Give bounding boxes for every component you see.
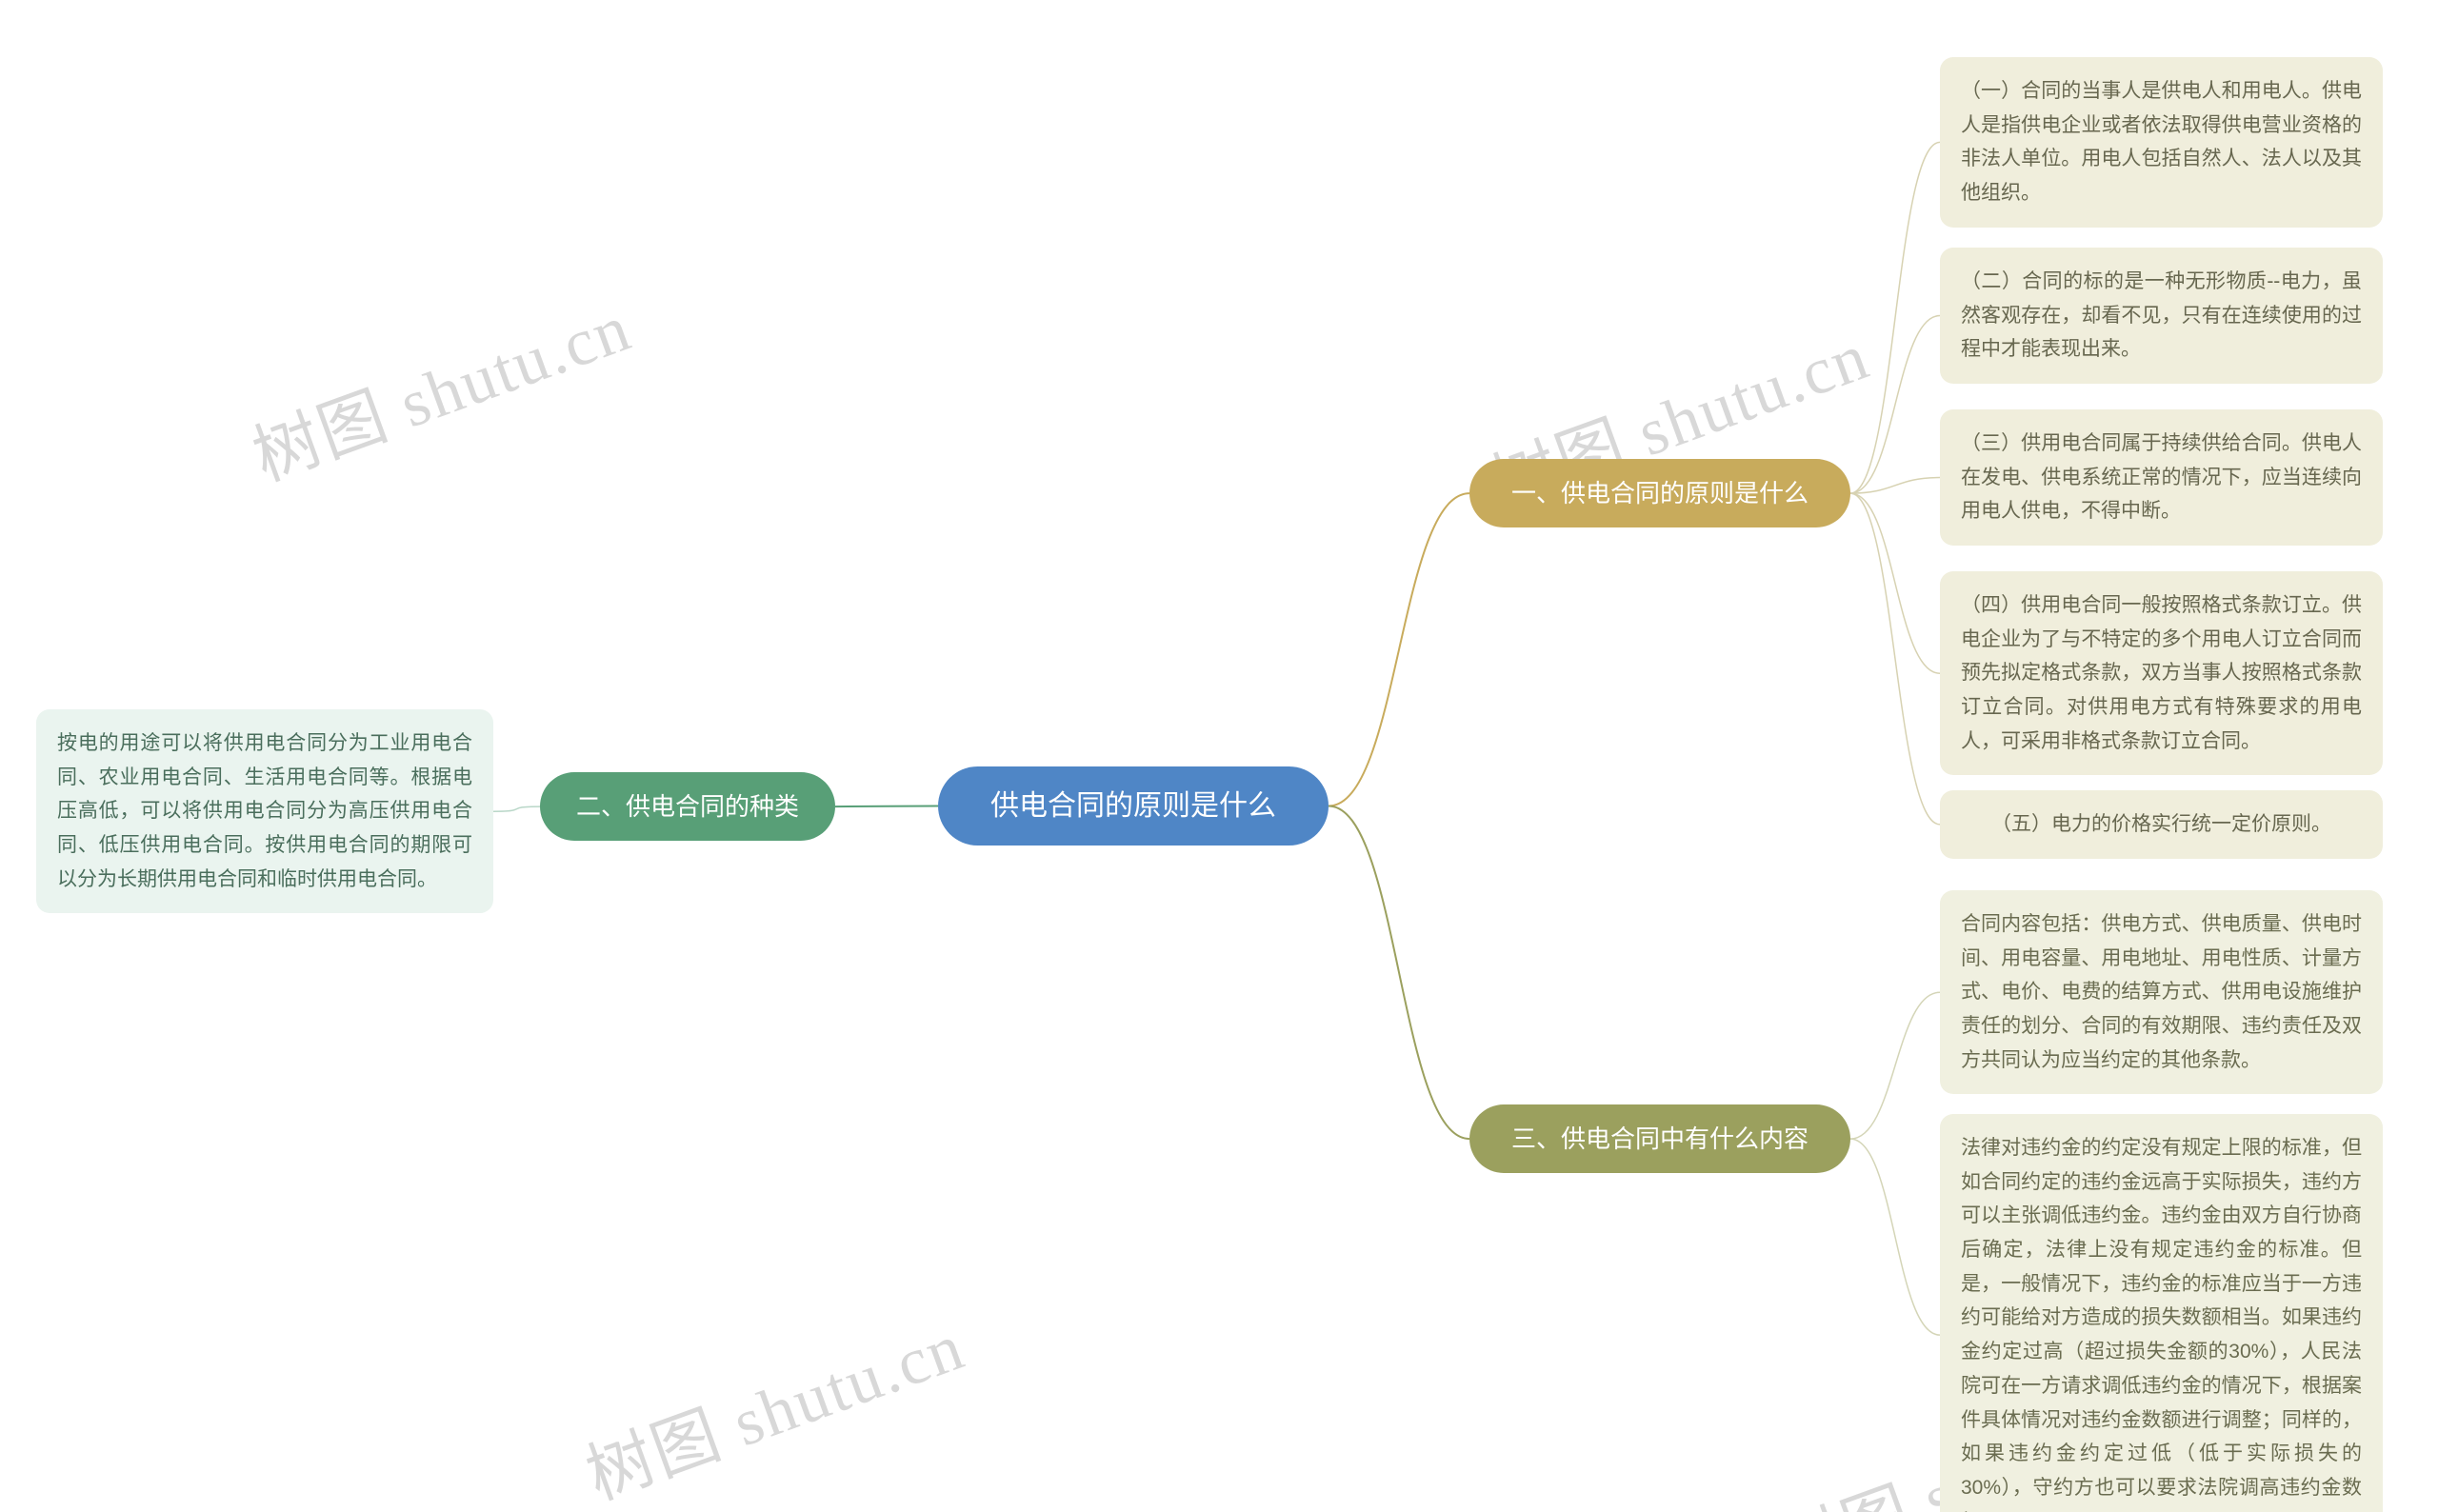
leaf-node-3a[interactable]: 合同内容包括：供电方式、供电质量、供电时间、用电容量、用电地址、用电性质、计量方… — [1940, 890, 2383, 1094]
mindmap-canvas: 树图 shutu.cn 树图 shutu.cn 树图 shutu.cn 树图 s… — [0, 0, 2438, 1512]
leaf-node-1d[interactable]: （四）供用电合同一般按照格式条款订立。供电企业为了与不特定的多个用电人订立合同而… — [1940, 571, 2383, 775]
leaf-node-3b-text: 法律对违约金的约定没有规定上限的标准，但如合同约定的违约金远高于实际损失，违约方… — [1961, 1131, 2362, 1512]
edge — [1850, 493, 1940, 673]
leaf-node-1e[interactable]: （五）电力的价格实行统一定价原则。 — [1940, 790, 2383, 859]
leaf-node-1e-text: （五）电力的价格实行统一定价原则。 — [1991, 807, 2331, 842]
edge — [1850, 1139, 1940, 1335]
edge — [1850, 493, 1940, 825]
watermark: 树图 shutu.cn — [571, 1293, 975, 1512]
edge — [1329, 806, 1469, 1140]
leaf-node-2-text: 按电的用途可以将供用电合同分为工业用电合同、农业用电合同、生活用电合同等。根据电… — [57, 726, 472, 896]
branch-node-2-label: 二、供电合同的种类 — [576, 786, 799, 827]
leaf-node-3a-text: 合同内容包括：供电方式、供电质量、供电时间、用电容量、用电地址、用电性质、计量方… — [1961, 907, 2362, 1077]
leaf-node-1a[interactable]: （一）合同的当事人是供电人和用电人。供电人是指供电企业或者依法取得供电营业资格的… — [1940, 57, 2383, 228]
leaf-node-1b-text: （二）合同的标的是一种无形物质--电力，虽然客观存在，却看不见，只有在连续使用的… — [1961, 265, 2362, 367]
leaf-node-1d-text: （四）供用电合同一般按照格式条款订立。供电企业为了与不特定的多个用电人订立合同而… — [1961, 588, 2362, 758]
leaf-node-1b[interactable]: （二）合同的标的是一种无形物质--电力，虽然客观存在，却看不见，只有在连续使用的… — [1940, 248, 2383, 384]
leaf-node-3b[interactable]: 法律对违约金的约定没有规定上限的标准，但如合同约定的违约金远高于实际损失，违约方… — [1940, 1114, 2383, 1512]
leaf-node-1a-text: （一）合同的当事人是供电人和用电人。供电人是指供电企业或者依法取得供电营业资格的… — [1961, 74, 2362, 210]
branch-node-1[interactable]: 一、供电合同的原则是什么 — [1469, 459, 1850, 527]
root-node[interactable]: 供电合同的原则是什么 — [938, 766, 1329, 846]
branch-node-1-label: 一、供电合同的原则是什么 — [1511, 472, 1809, 514]
branch-node-3-label: 三、供电合同中有什么内容 — [1511, 1118, 1809, 1160]
edge — [1850, 992, 1940, 1139]
edge — [1850, 316, 1940, 494]
watermark: 树图 shutu.cn — [238, 274, 642, 500]
edge — [1850, 478, 1940, 494]
leaf-node-1c-text: （三）供用电合同属于持续供给合同。供电人在发电、供电系统正常的情况下，应当连续向… — [1961, 427, 2362, 528]
edge — [493, 806, 540, 811]
edge — [835, 806, 938, 807]
edge — [1329, 493, 1469, 806]
branch-node-2[interactable]: 二、供电合同的种类 — [540, 772, 835, 841]
edge — [1850, 142, 1940, 493]
branch-node-3[interactable]: 三、供电合同中有什么内容 — [1469, 1104, 1850, 1173]
leaf-node-2[interactable]: 按电的用途可以将供用电合同分为工业用电合同、农业用电合同、生活用电合同等。根据电… — [36, 709, 493, 913]
root-node-label: 供电合同的原则是什么 — [990, 782, 1276, 830]
leaf-node-1c[interactable]: （三）供用电合同属于持续供给合同。供电人在发电、供电系统正常的情况下，应当连续向… — [1940, 409, 2383, 546]
